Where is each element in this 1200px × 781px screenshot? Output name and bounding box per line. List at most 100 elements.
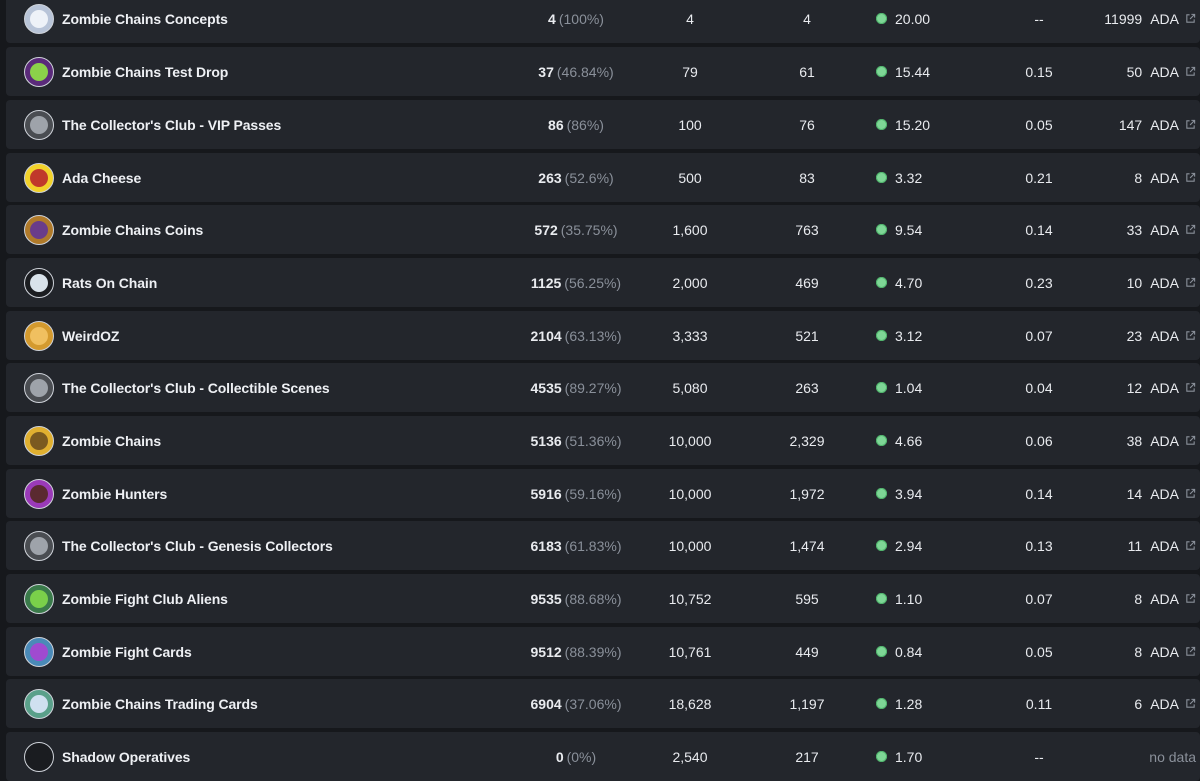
mint-price-cell[interactable]: 8 ADA — [1082, 627, 1200, 676]
supply-value: 10,000 — [668, 537, 712, 554]
owners-count: 37 — [538, 63, 554, 80]
table-row[interactable]: Rats On Chain 1125 (56.25%) 2,000 469 4.70 0.2… — [6, 258, 1200, 307]
collection-avatar[interactable] — [24, 425, 54, 456]
collection-avatar[interactable] — [24, 267, 54, 298]
collection-avatar[interactable] — [24, 109, 54, 140]
collection-name[interactable]: Rats On Chain — [62, 274, 158, 291]
table-row[interactable]: Ada Cheese 263 (52.6%) 500 83 3.32 0.21 8 ADA — [6, 153, 1200, 202]
mint-price-cell[interactable]: 12 ADA — [1082, 363, 1200, 412]
mint-price-cell[interactable]: 8 ADA — [1082, 574, 1200, 623]
external-link-icon[interactable] — [1185, 593, 1196, 604]
external-link-icon[interactable] — [1185, 172, 1196, 183]
external-link-icon[interactable] — [1185, 488, 1196, 499]
owners-percent: (100%) — [558, 10, 604, 27]
collection-avatar[interactable] — [24, 162, 54, 193]
table-row[interactable]: The Collector's Club - Genesis Collector… — [6, 521, 1200, 570]
owners-percent: (52.6%) — [564, 169, 614, 186]
external-link-icon[interactable] — [1185, 66, 1196, 77]
external-link-icon[interactable] — [1185, 119, 1196, 130]
table-row[interactable]: WeirdOZ 2104 (63.13%) 3,333 521 3.12 0.07 23 ADA — [6, 311, 1200, 360]
external-link-icon[interactable] — [1185, 382, 1196, 393]
collection-name[interactable]: Zombie Chains Test Drop — [62, 63, 229, 80]
external-link-icon[interactable] — [1185, 330, 1196, 341]
collection-avatar[interactable] — [24, 530, 54, 561]
collection-avatar[interactable] — [24, 636, 54, 667]
listed-value: 2,329 — [789, 432, 825, 449]
collection-name[interactable]: Ada Cheese — [62, 169, 142, 186]
collection-name[interactable]: The Collector's Club - Collectible Scene… — [62, 379, 330, 396]
table-row[interactable]: Zombie Chains Concepts 4 (100%) 4 4 20.00 -- 11… — [6, 0, 1200, 43]
mint-unit: ADA — [1150, 327, 1179, 344]
owners-count: 6904 — [530, 695, 562, 712]
collection-avatar[interactable] — [24, 214, 54, 245]
collection-name[interactable]: Zombie Chains Trading Cards — [62, 695, 258, 712]
table-row[interactable]: The Collector's Club - VIP Passes 86 (86%)… — [6, 100, 1200, 149]
avatar-cell — [22, 100, 56, 149]
collection-avatar[interactable] — [24, 320, 54, 351]
mint-price-cell[interactable]: 11999 ADA — [1082, 0, 1200, 43]
table-row[interactable]: Zombie Chains 5136 (51.36%) 10,000 2,329 4.66… — [6, 416, 1200, 465]
table-row[interactable]: Zombie Fight Club Aliens 9535 (88.68%) 10,7… — [6, 574, 1200, 623]
collection-avatar[interactable] — [24, 372, 54, 403]
collection-name[interactable]: Shadow Operatives — [62, 748, 191, 765]
collection-avatar[interactable] — [24, 3, 54, 34]
collection-name[interactable]: The Collector's Club - VIP Passes — [62, 116, 282, 133]
collection-avatar[interactable] — [24, 688, 54, 719]
mint-price-cell[interactable]: 147 ADA — [1082, 100, 1200, 149]
table-row[interactable]: Zombie Chains Test Drop 37 (46.84%) 79 61 15.… — [6, 47, 1200, 96]
mint-price-cell[interactable]: 50 ADA — [1082, 47, 1200, 96]
external-link-icon[interactable] — [1185, 224, 1196, 235]
table-row[interactable]: The Collector's Club - Collectible Scene… — [6, 363, 1200, 412]
mint-price-cell[interactable]: 10 ADA — [1082, 258, 1200, 307]
external-link-icon[interactable] — [1185, 435, 1196, 446]
mint-price-cell[interactable]: 11 ADA — [1082, 521, 1200, 570]
external-link-icon[interactable] — [1185, 13, 1196, 24]
collection-name[interactable]: The Collector's Club - Genesis Collector… — [62, 537, 333, 554]
floor-price: 1.04 — [895, 379, 923, 396]
avatar-art — [30, 9, 48, 28]
mint-price-cell[interactable]: 38 ADA — [1082, 416, 1200, 465]
owners-count: 4535 — [530, 379, 562, 396]
owners-cell: 0 (0%) — [456, 732, 696, 781]
avatar-cell — [22, 732, 56, 781]
collection-name[interactable]: Zombie Fight Club Aliens — [62, 590, 228, 607]
table-row[interactable]: Shadow Operatives 0 (0%) 2,540 217 1.70 -- no d… — [6, 732, 1200, 781]
external-link-icon[interactable] — [1185, 540, 1196, 551]
external-link-icon[interactable] — [1185, 646, 1196, 657]
table-row[interactable]: Zombie Chains Coins 572 (35.75%) 1,600 763 9.… — [6, 205, 1200, 254]
mint-price-cell[interactable]: 23 ADA — [1082, 311, 1200, 360]
mint-price-cell[interactable]: 33 ADA — [1082, 205, 1200, 254]
mint-price-cell[interactable]: 8 ADA — [1082, 153, 1200, 202]
collection-name[interactable]: Zombie Fight Cards — [62, 643, 192, 660]
collection-name[interactable]: Zombie Hunters — [62, 485, 168, 502]
collection-avatar[interactable] — [24, 583, 54, 614]
mint-price: 11999 — [1104, 10, 1143, 27]
external-link-icon[interactable] — [1185, 277, 1196, 288]
floor-price-cell: 4.70 — [876, 258, 966, 307]
table-row[interactable]: Zombie Fight Cards 9512 (88.39%) 10,761 449 0… — [6, 627, 1200, 676]
table-row[interactable]: Zombie Chains Trading Cards 6904 (37.06%) 1… — [6, 679, 1200, 728]
supply-value: 2,540 — [672, 748, 708, 765]
collection-avatar[interactable] — [24, 741, 54, 772]
owners-percent: (86%) — [566, 116, 604, 133]
mint-price-cell[interactable]: 6 ADA — [1082, 679, 1200, 728]
avatar-art — [30, 326, 48, 345]
collection-name[interactable]: WeirdOZ — [62, 327, 120, 344]
owners-percent: (46.84%) — [556, 63, 614, 80]
mint-price-cell[interactable]: no data — [1082, 732, 1200, 781]
collection-name[interactable]: Zombie Chains — [62, 432, 162, 449]
mint-unit: ADA — [1150, 485, 1179, 502]
owners-cell: 1125 (56.25%) — [456, 258, 696, 307]
collection-name[interactable]: Zombie Chains Concepts — [62, 10, 228, 27]
collection-name[interactable]: Zombie Chains Coins — [62, 221, 204, 238]
floor-price-cell: 1.10 — [876, 574, 966, 623]
external-link-icon[interactable] — [1185, 698, 1196, 709]
mint-price: 50 — [1126, 63, 1143, 80]
collection-avatar[interactable] — [24, 56, 54, 87]
table-row[interactable]: Zombie Hunters 5916 (59.16%) 10,000 1,972 3.9… — [6, 469, 1200, 518]
avatar-cell — [22, 258, 56, 307]
mint-price-cell[interactable]: 14 ADA — [1082, 469, 1200, 518]
collection-avatar[interactable] — [24, 478, 54, 509]
owners-cell: 6904 (37.06%) — [456, 679, 696, 728]
listed-value: 83 — [799, 169, 815, 186]
